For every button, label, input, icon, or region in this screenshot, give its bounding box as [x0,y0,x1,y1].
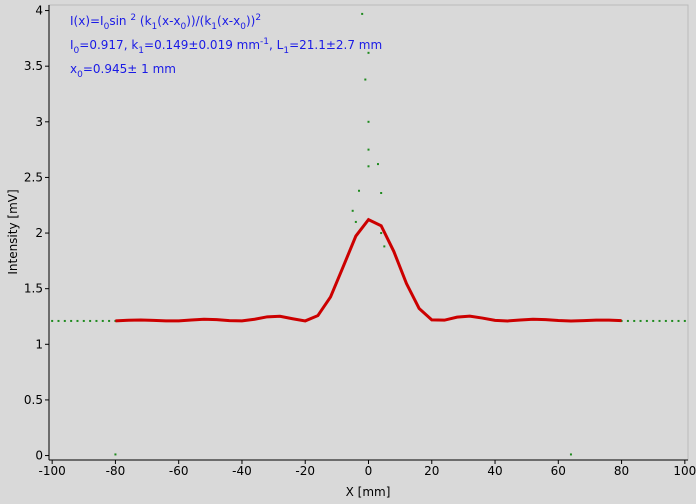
data-point [82,319,85,322]
annotation: I(x)=I0sin 2 (k1(x-x0))/(k1(x-x0))2 [70,13,261,32]
plot-area [48,4,689,461]
data-point [380,192,383,195]
annotation-run: -1 [260,37,269,47]
y-tick-label: 1 [35,337,43,351]
data-point [367,148,370,151]
annotation-run: 0 [181,22,187,32]
data-point [114,453,117,456]
x-tick-label: 0 [365,464,373,478]
y-tick-label: 0.5 [24,393,43,407]
data-point [645,319,648,322]
annotation-run: (k [136,14,151,28]
data-point [361,12,364,15]
data-point [569,453,572,456]
data-point [364,78,367,81]
data-point [367,165,370,168]
annotation-run: 2 [130,13,136,23]
annotation: x0=0.945± 1 mm [70,62,176,80]
y-axis-label: Intensity [mV] [6,189,20,274]
y-tick-label: 2 [35,226,43,240]
data-point [380,232,383,235]
annotation-run: (x-x [157,14,180,28]
x-tick-label: -80 [106,464,126,478]
x-tick-label: 40 [487,464,502,478]
data-point [51,319,54,322]
data-point [114,319,117,322]
y-tick-label: 0 [35,449,43,463]
x-tick-label: 60 [551,464,566,478]
data-point [358,189,361,192]
annotation-run: , L [269,38,284,52]
data-point [626,319,629,322]
y-tick-label: 4 [35,4,43,18]
data-point [354,220,357,223]
annotation-run: 0 [74,46,80,56]
annotation-run: 0 [104,22,110,32]
y-tick-label: 1.5 [24,282,43,296]
x-tick-label: -40 [232,464,252,478]
data-point [351,209,354,212]
y-tick-label: 3.5 [24,59,43,73]
annotation-run: =0.149±0.019 mm [144,38,260,52]
x-tick-label: 80 [614,464,629,478]
annotation: I0=0.917, k1=0.149±0.019 mm-1, L1=21.1±2… [70,37,382,56]
annotation-run: x [70,62,77,76]
data-point [57,319,60,322]
x-tick-label: 20 [424,464,439,478]
data-point [367,120,370,123]
fit-line [115,217,622,323]
annotation-run: 1 [152,22,158,32]
annotation-run: =21.1±2.7 mm [289,38,382,52]
data-point [63,319,66,322]
data-point [639,319,642,322]
data-point [70,319,73,322]
x-tick-label: -100 [39,464,66,478]
data-point [664,319,667,322]
annotation-run: sin [109,14,130,28]
annotation-run: ))/(k [186,14,211,28]
y-tick-label: 2.5 [24,170,43,184]
annotation-run: )) [246,14,255,28]
data-point [376,163,379,166]
annotation-run: =0.945± 1 mm [83,62,176,76]
x-axis-label: X [mm] [346,485,391,499]
annotation-run: 1 [283,46,289,56]
annotation-run: I(x)=I [70,14,104,28]
data-point [671,319,674,322]
annotation-run: 1 [211,22,217,32]
annotation-run: I [70,38,74,52]
data-point [677,319,680,322]
data-point [683,319,686,322]
x-tick-label: -20 [295,464,315,478]
annotation-run: 1 [138,46,144,56]
y-tick-label: 3 [35,115,43,129]
annotation-run: 0 [240,22,246,32]
x-tick-label: 100 [673,464,696,478]
data-point [658,319,661,322]
data-point [367,51,370,54]
annotation-run: 0 [77,70,83,80]
annotation-run: (x-x [217,14,240,28]
data-point [652,319,655,322]
data-point [633,319,636,322]
annotation-run: =0.917, k [79,38,138,52]
data-point [101,319,104,322]
data-point [383,245,386,248]
data-point [620,319,623,322]
x-tick-label: -60 [169,464,189,478]
data-point [89,319,92,322]
annotation-run: 2 [255,13,261,23]
data-point [95,319,98,322]
data-point [76,319,79,322]
data-point [108,319,111,322]
